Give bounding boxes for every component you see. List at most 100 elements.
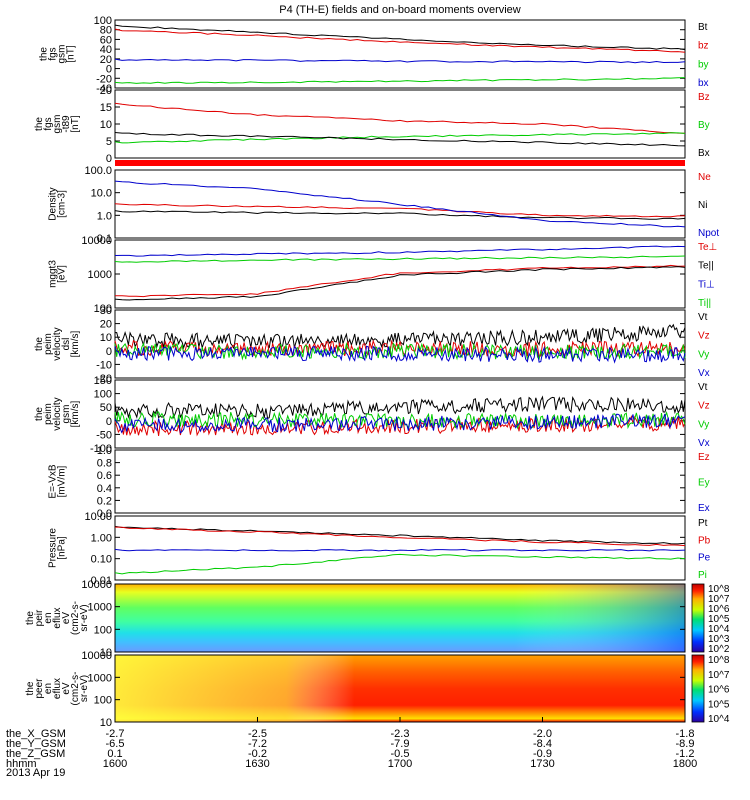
y-tick-label: 0 xyxy=(106,416,112,428)
panel-frame xyxy=(114,19,686,89)
y-tick-label: 0.10 xyxy=(91,554,112,566)
x-tick-label: -2.0 xyxy=(533,728,552,740)
series-line-te xyxy=(114,266,686,301)
series-line-pi xyxy=(114,553,686,575)
legend-ex: Ex xyxy=(698,503,710,514)
y-axis-label: peer xyxy=(34,678,45,699)
y-axis-label: [nT] xyxy=(70,115,81,132)
y-axis-label: gsm xyxy=(57,45,68,64)
legend-vt: Vt xyxy=(698,312,708,323)
separator-bar xyxy=(115,160,685,166)
x-tick-label: -1.2 xyxy=(676,748,695,760)
date-label: 2013 Apr 19 xyxy=(6,767,65,779)
panel-pressure: 10.00 1.00 0.10 0.01 Pressure[nPa] Pt Pb Pe Pi xyxy=(48,511,711,587)
x-tick-label: 1730 xyxy=(530,758,554,770)
x-axis-labels: the_X_GSM -2.7 -2.5 -2.3 -2.0 -1.8 the_Y_GSM -6… xyxy=(6,717,697,770)
y-axis-label: [mV/m] xyxy=(57,465,68,497)
y-tick-label: 100 xyxy=(94,695,112,707)
panel-peir-eflux: 10^810^710^610^510^410^310^2 10000 1000 100… xyxy=(25,579,730,659)
panels: 100806040200-20-40thefgsgsm[nT]Btbzbybx2… xyxy=(25,15,730,729)
legend-vz: Vz xyxy=(698,401,710,412)
panel-frame xyxy=(114,89,686,159)
colorbar-label: 10^8 xyxy=(708,584,730,595)
legend-by: by xyxy=(698,59,709,70)
spectrogram-overlay xyxy=(115,584,685,652)
colorbar xyxy=(691,654,705,723)
y-tick-label: 10.00 xyxy=(84,511,112,523)
legend-vx: Vx xyxy=(698,368,710,379)
y-axis-label: gsm xyxy=(61,405,72,424)
y-axis-label: gsm xyxy=(52,115,63,134)
y-tick-label: 10 xyxy=(100,332,112,344)
y-axis-label: the xyxy=(25,681,36,695)
series-line-bz xyxy=(114,28,686,53)
y-tick-label: 20 xyxy=(100,319,112,331)
legend-vy: Vy xyxy=(698,419,709,430)
y-axis-label: [km/s] xyxy=(70,330,81,357)
y-axis-label: the xyxy=(39,47,50,61)
y-axis-label: eflux xyxy=(52,678,63,699)
y-tick-label: 10.0 xyxy=(91,188,112,200)
x-tick-label: -2.3 xyxy=(391,728,410,740)
y-tick-label: 5 xyxy=(106,136,112,148)
colorbar-label: 10^8 xyxy=(708,655,730,666)
y-tick-label: 60 xyxy=(100,34,112,46)
legend-te: Te⊥ xyxy=(698,242,717,253)
y-tick-label: 100 xyxy=(94,624,112,636)
y-axis-label: the xyxy=(34,337,45,351)
y-tick-label: 100 xyxy=(94,15,112,27)
legend-bx: bx xyxy=(698,78,709,89)
panel-peim-velocity-dsl: 3020100-10-20thepeimvelocitydsl[km/s]VtV… xyxy=(34,305,710,385)
series-line-bz xyxy=(114,102,686,134)
x-row-label: hhmm xyxy=(6,758,37,770)
y-tick-label: 0.8 xyxy=(97,458,112,470)
series-line-pb xyxy=(114,526,686,547)
x-tick-label: 1700 xyxy=(388,758,412,770)
y-axis-label: (cm2-s- xyxy=(70,601,81,635)
y-tick-label: -40 xyxy=(96,83,112,95)
legend-pt: Pt xyxy=(698,518,708,529)
panel-frame xyxy=(114,169,686,239)
y-tick-label: 20 xyxy=(100,85,112,97)
x-tick-label: 1600 xyxy=(103,758,127,770)
series-line-vx xyxy=(114,413,686,434)
legend-vt: Vt xyxy=(698,382,708,393)
y-tick-label: 0.2 xyxy=(97,495,112,507)
legend-ni: Ni xyxy=(698,200,707,211)
colorbar-label: 10^6 xyxy=(708,604,730,615)
x-tick-label: -7.2 xyxy=(248,738,267,750)
y-axis-label: peim xyxy=(43,403,54,425)
y-tick-label: 10 xyxy=(100,119,112,131)
y-axis-label: the xyxy=(25,611,36,625)
y-tick-label: 0 xyxy=(106,64,112,76)
y-tick-label: 10 xyxy=(100,647,112,659)
colorbar-label: 10^7 xyxy=(708,670,730,681)
y-tick-label: 20 xyxy=(100,54,112,66)
series-line-vy xyxy=(114,410,686,430)
y-axis-label: [km/s] xyxy=(70,400,81,427)
panel-frame xyxy=(114,515,686,581)
series-line-bt xyxy=(114,24,686,51)
y-tick-label: 1000 xyxy=(88,672,112,684)
legend-by: By xyxy=(698,120,710,131)
x-tick-label: 1800 xyxy=(673,758,697,770)
y-axis-label: -t89 xyxy=(61,115,72,133)
series-line-vz xyxy=(114,415,686,437)
y-tick-label: 0.4 xyxy=(97,483,112,495)
series-line-vt xyxy=(114,395,686,420)
y-axis-label: eflux xyxy=(52,607,63,628)
series-line-bx xyxy=(114,132,686,147)
legend-ey: Ey xyxy=(698,478,710,489)
y-tick-label: 0 xyxy=(106,346,112,358)
y-axis-label: en xyxy=(43,612,54,623)
y-axis-label: peir xyxy=(34,609,45,626)
series-line-ni xyxy=(114,210,686,220)
y-tick-label: 10000 xyxy=(81,235,112,247)
y-axis-label: [nPa] xyxy=(57,536,68,560)
y-tick-label: 15 xyxy=(100,102,112,114)
y-axis-label: mggt3 xyxy=(48,260,59,288)
series-line-ti xyxy=(114,245,686,257)
y-axis-label: velocity xyxy=(52,397,63,430)
x-tick-label: 0.1 xyxy=(107,748,122,760)
